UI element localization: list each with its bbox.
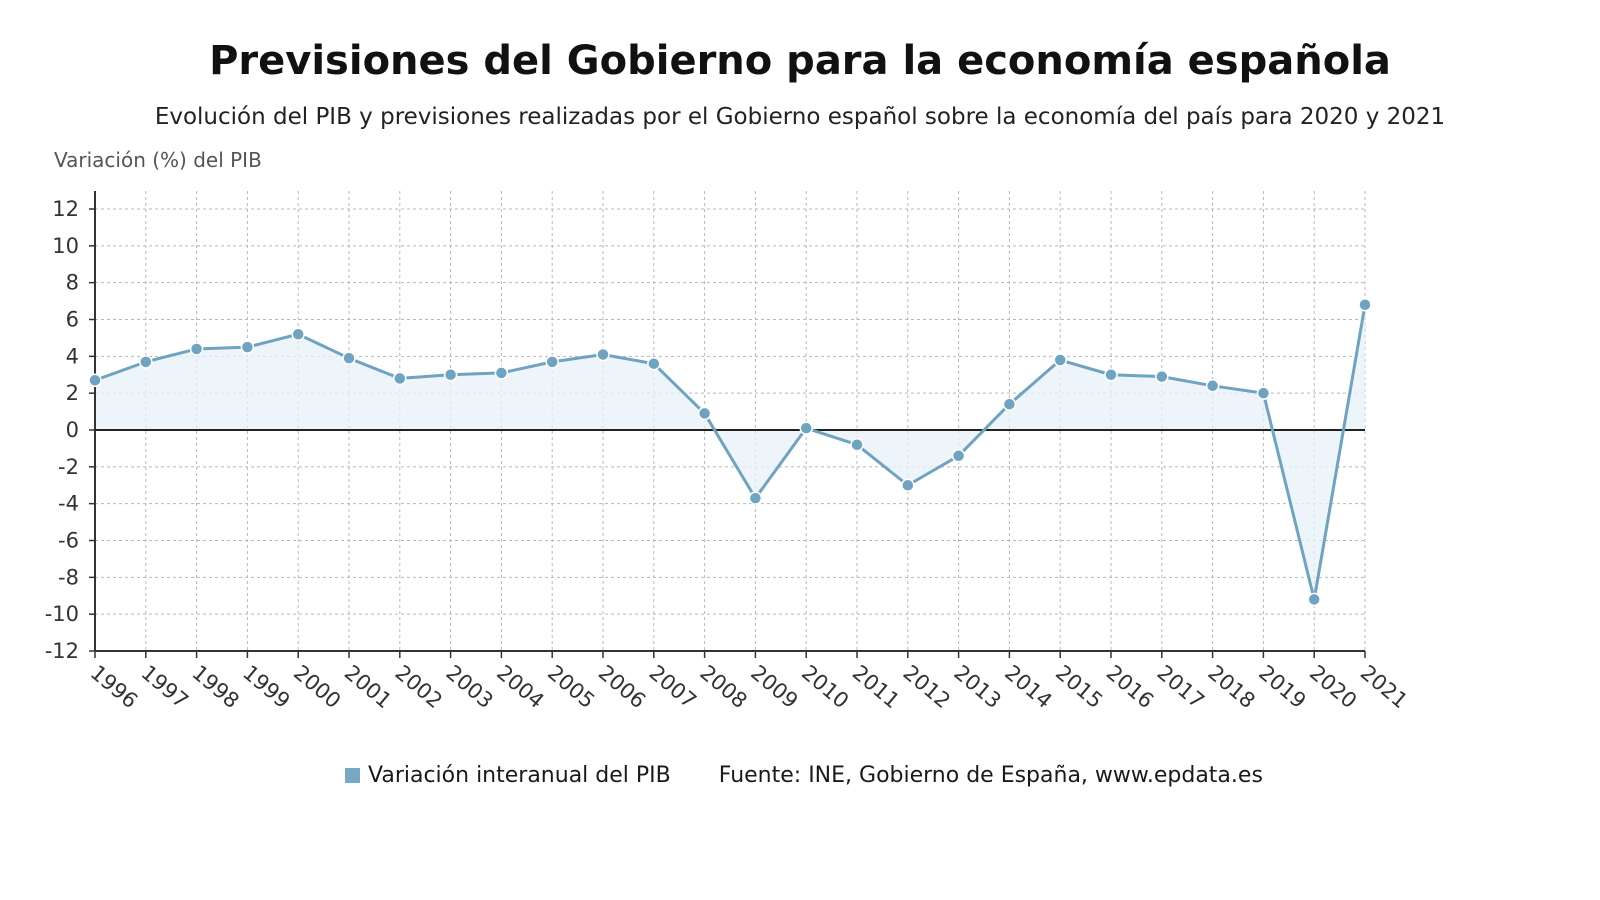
data-point-2018 <box>1205 379 1220 393</box>
y-tick-label: -8 <box>58 565 79 589</box>
data-point-2008 <box>697 406 712 421</box>
x-tick-label: 2018 <box>1203 660 1259 713</box>
x-tick-label: 2009 <box>746 660 802 713</box>
data-point-2009 <box>748 491 763 505</box>
data-point-2012 <box>901 478 915 492</box>
data-point-1999 <box>240 340 255 354</box>
x-tick-label: 2015 <box>1051 660 1107 713</box>
legend: Variación interanual del PIB Fuente: INE… <box>345 763 1263 788</box>
x-tick-label: 2010 <box>797 660 853 713</box>
y-tick-label: 6 <box>66 308 79 332</box>
data-point-2003 <box>443 368 458 382</box>
x-tick-label: 2008 <box>695 660 751 713</box>
source-note: Fuente: INE, Gobierno de España, www.epd… <box>718 763 1263 788</box>
data-point-2019 <box>1256 386 1271 400</box>
data-point-2016 <box>1104 368 1118 382</box>
x-tick-label: 2016 <box>1102 660 1158 713</box>
series-polyline <box>94 304 1367 601</box>
data-point-1996 <box>88 373 102 388</box>
y-tick-label: -12 <box>45 639 79 663</box>
data-point-1998 <box>189 342 204 356</box>
data-point-2000 <box>291 327 305 341</box>
y-tick-label: -6 <box>58 529 79 553</box>
data-point-2013 <box>951 449 966 463</box>
data-point-2002 <box>393 371 407 386</box>
data-point-2017 <box>1155 369 1169 384</box>
chart-title: Previsiones del Gobierno para la economí… <box>209 38 1391 84</box>
data-point-2011 <box>850 437 864 452</box>
x-tick-label: 2000 <box>289 660 345 713</box>
y-tick-label: -4 <box>58 492 79 516</box>
x-tick-label: 2013 <box>949 660 1005 713</box>
legend-series-label: Variación interanual del PIB <box>368 763 671 788</box>
x-tick-label: 2004 <box>492 660 548 713</box>
x-tick-label: 2001 <box>340 660 396 713</box>
x-tick-label: 2003 <box>441 660 497 713</box>
axes <box>89 191 1366 658</box>
y-tick-label: 12 <box>52 197 79 221</box>
line-chart: 12 10 8 6 4 2 0 -2 -4 -6 -8 -10 -12 1996199719981999… <box>45 191 1412 713</box>
x-tick-label: 1996 <box>86 660 142 713</box>
x-tick-label: 1999 <box>238 660 294 713</box>
x-tick-labels: 1996199719981999200020012002200320042005… <box>86 660 1412 713</box>
data-point-1997 <box>139 355 153 369</box>
data-point-2021 <box>1358 298 1372 312</box>
area-shape <box>95 304 1365 600</box>
data-point-2007 <box>647 356 661 371</box>
area-fill <box>95 304 1365 600</box>
y-tick-label: 0 <box>66 418 79 442</box>
x-tick-label: 2021 <box>1356 660 1412 713</box>
x-tick-label: 2012 <box>899 660 955 713</box>
y-tick-label: 8 <box>66 271 79 295</box>
data-point-2001 <box>342 351 356 365</box>
data-point-2014 <box>1002 397 1017 411</box>
legend-swatch <box>345 768 360 783</box>
x-tick-label: 2019 <box>1254 660 1310 713</box>
x-tick-label: 2006 <box>594 660 650 713</box>
data-point-2005 <box>545 355 559 369</box>
data-point-2010 <box>799 421 813 435</box>
y-tick-label: -10 <box>45 602 79 626</box>
x-tick-label: 2002 <box>391 660 447 713</box>
x-tick-label: 2020 <box>1305 660 1361 713</box>
y-tick-label: 4 <box>66 344 79 368</box>
y-tick-label: 2 <box>66 381 79 405</box>
series-line <box>94 304 1367 601</box>
y-tick-label: -2 <box>58 455 79 479</box>
x-tick-label: 1997 <box>137 660 193 713</box>
data-point-2004 <box>494 366 509 380</box>
data-point-2015 <box>1053 353 1067 367</box>
chart-subtitle: Evolución del PIB y previsiones realizad… <box>154 104 1446 130</box>
data-point-2020 <box>1307 592 1321 607</box>
x-tick-label: 2011 <box>848 660 904 713</box>
x-tick-label: 2007 <box>645 660 701 713</box>
data-point-2006 <box>596 347 610 362</box>
x-tick-label: 1998 <box>187 660 243 713</box>
y-tick-labels: 12 10 8 6 4 2 0 -2 -4 -6 -8 -10 -12 <box>45 197 79 663</box>
data-points <box>88 298 1372 607</box>
y-axis-label: Variación (%) del PIB <box>54 148 262 172</box>
x-tick-label: 2014 <box>1000 660 1056 713</box>
y-tick-label: 10 <box>52 234 79 258</box>
x-tick-label: 2017 <box>1153 660 1209 713</box>
x-tick-label: 2005 <box>543 660 599 713</box>
